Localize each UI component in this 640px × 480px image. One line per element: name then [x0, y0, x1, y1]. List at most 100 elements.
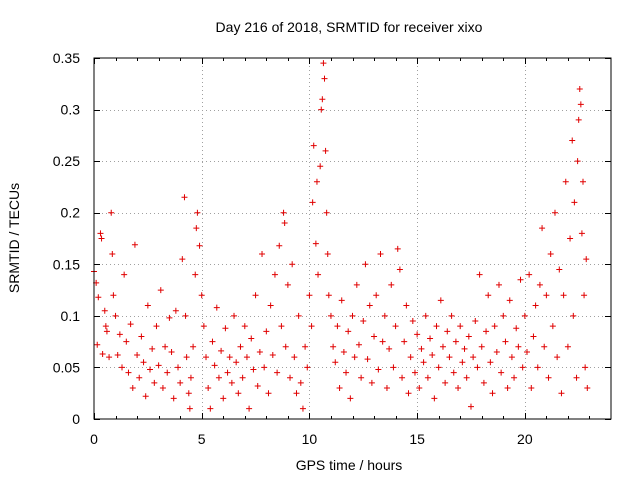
y-tick-label: 0.3 [61, 102, 81, 118]
data-point [474, 364, 481, 371]
data-point [420, 359, 427, 366]
x-tick-label: 15 [409, 431, 425, 447]
y-tick-label: 0.1 [61, 308, 81, 324]
data-point [381, 312, 388, 319]
data-point [231, 312, 238, 319]
data-point [392, 323, 399, 330]
data-point [439, 343, 446, 350]
data-point [151, 379, 158, 386]
data-point [198, 292, 205, 299]
data-point [411, 369, 418, 376]
data-point [373, 292, 380, 299]
data-point [116, 331, 123, 338]
data-point [362, 261, 369, 268]
data-point [444, 328, 451, 335]
data-point [429, 352, 436, 359]
data-point [334, 323, 341, 330]
data-point [125, 369, 132, 376]
data-point [153, 323, 160, 330]
data-point [215, 374, 222, 381]
data-point [106, 354, 113, 361]
data-point [351, 354, 358, 361]
y-axis-label: SRMTID / TECUs [6, 183, 22, 293]
data-point [358, 374, 365, 381]
data-point [320, 60, 327, 67]
data-point [478, 343, 485, 350]
data-point [147, 366, 154, 373]
data-point [554, 354, 561, 361]
data-point [416, 385, 423, 392]
data-point [366, 302, 373, 309]
data-point [203, 354, 210, 361]
data-point [355, 341, 362, 348]
data-point [472, 318, 479, 325]
data-point [134, 352, 141, 359]
data-point [461, 345, 468, 352]
data-point [99, 351, 106, 358]
data-point [431, 395, 438, 402]
data-point [252, 292, 259, 299]
data-point [281, 220, 288, 227]
data-point [149, 345, 156, 352]
data-point [396, 266, 403, 273]
data-point [467, 403, 474, 410]
data-point [259, 250, 266, 257]
data-point [265, 390, 272, 397]
data-point [345, 328, 352, 335]
data-point [332, 359, 339, 366]
data-point [437, 297, 444, 304]
data-point [573, 374, 580, 381]
data-point [463, 374, 470, 381]
data-point [340, 348, 347, 355]
data-point [577, 101, 584, 108]
data-point [576, 85, 583, 92]
data-point [543, 292, 550, 299]
data-point [401, 338, 408, 345]
data-point [435, 364, 442, 371]
data-point [211, 362, 218, 369]
data-point [383, 385, 390, 392]
data-point [220, 395, 227, 402]
data-point [394, 245, 401, 252]
data-point [159, 385, 166, 392]
data-point [508, 354, 515, 361]
data-point [336, 385, 343, 392]
data-point [534, 364, 541, 371]
data-point [237, 343, 244, 350]
data-point [291, 354, 298, 361]
data-point [506, 297, 513, 304]
data-point [526, 271, 533, 278]
data-point [185, 390, 192, 397]
data-point [500, 312, 507, 319]
data-point [164, 369, 171, 376]
data-point [455, 385, 462, 392]
data-point [226, 354, 233, 361]
y-tick-label: 0 [72, 411, 80, 427]
data-point [304, 364, 311, 371]
data-point [399, 374, 406, 381]
data-point [228, 379, 235, 386]
data-point [511, 374, 518, 381]
data-point [129, 385, 136, 392]
data-point [168, 348, 175, 355]
data-point [241, 323, 248, 330]
data-point [276, 242, 283, 249]
data-point [517, 276, 524, 283]
data-point [233, 359, 240, 366]
data-point [560, 292, 567, 299]
data-point [583, 256, 590, 263]
data-point [368, 379, 375, 386]
data-point [450, 369, 457, 376]
data-point [196, 242, 203, 249]
data-point [114, 352, 121, 359]
data-point [261, 364, 268, 371]
data-point [267, 302, 274, 309]
data-point [515, 343, 522, 350]
data-point [239, 374, 246, 381]
data-point [579, 178, 586, 185]
y-tick-label: 0.15 [53, 256, 80, 272]
x-tick-label: 20 [517, 431, 533, 447]
x-tick-label: 10 [302, 431, 318, 447]
data-point [138, 333, 145, 340]
